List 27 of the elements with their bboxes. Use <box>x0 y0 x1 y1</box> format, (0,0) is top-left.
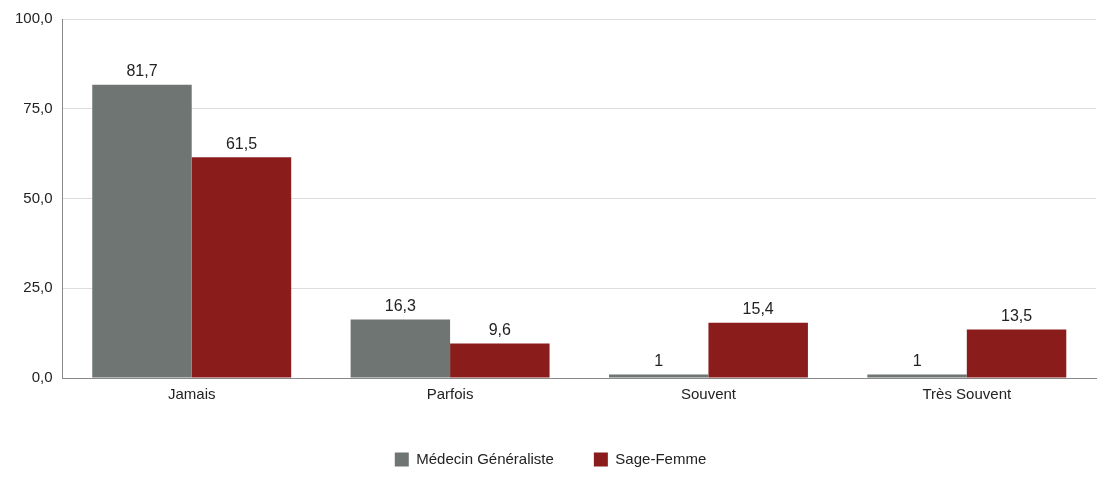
data-label: 15,4 <box>742 300 774 318</box>
bar <box>867 374 967 378</box>
data-label: 81,7 <box>126 62 158 80</box>
data-label: 61,5 <box>225 134 258 152</box>
bar <box>191 157 292 378</box>
data-label: 1 <box>654 351 664 369</box>
data-label: 9,6 <box>488 320 512 338</box>
legend-label: Sage-Femme <box>615 449 707 467</box>
x-tick-label: Jamais <box>167 385 216 403</box>
bar <box>450 343 550 378</box>
x-tick-label: Très Souvent <box>922 385 1012 403</box>
data-label: 16,3 <box>384 296 417 314</box>
x-tick-label: Souvent <box>680 385 737 403</box>
bar <box>708 322 808 378</box>
y-tick-label: 0,0 <box>31 368 53 386</box>
bar <box>966 329 1067 378</box>
bar <box>350 319 451 378</box>
y-tick-label: 25,0 <box>23 278 53 296</box>
y-tick-label: 50,0 <box>23 188 53 206</box>
y-tick-label: 75,0 <box>23 98 53 116</box>
legend-label: Médecin Généraliste <box>416 449 554 467</box>
data-label: 1 <box>912 351 922 369</box>
y-tick-label: 100,0 <box>14 9 53 27</box>
bar <box>92 84 192 378</box>
bar <box>608 374 709 378</box>
data-label: 13,5 <box>1000 306 1033 324</box>
x-tick-label: Parfois <box>426 385 474 403</box>
